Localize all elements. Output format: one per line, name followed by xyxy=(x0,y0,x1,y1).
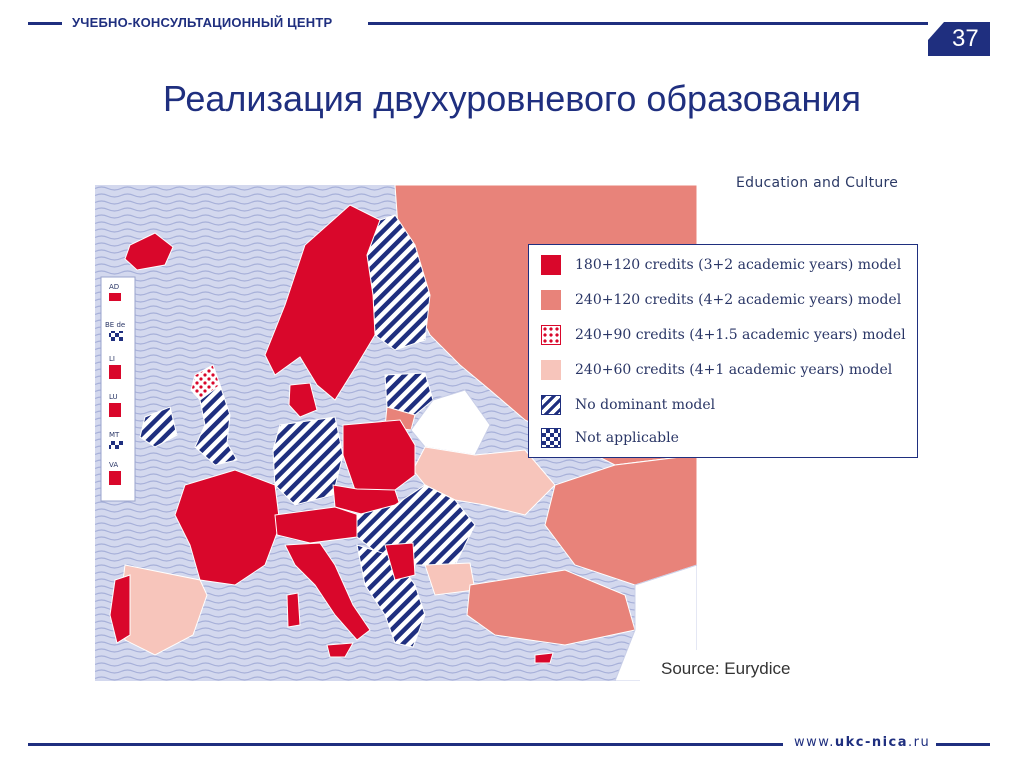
inset-ad xyxy=(109,293,121,301)
legend-swatch xyxy=(541,325,561,345)
legend-item: No dominant model xyxy=(541,394,715,416)
inset-label-mt: MT xyxy=(109,431,120,439)
region-scotland xyxy=(190,364,221,401)
footer-url-suffix: .ru xyxy=(908,735,931,750)
footer-rule-left xyxy=(28,743,783,746)
region-serbia xyxy=(384,542,416,581)
inset-panel xyxy=(100,276,136,502)
legend-label: 240+60 credits (4+1 academic years) mode… xyxy=(575,362,893,378)
legend-label: No dominant model xyxy=(575,397,716,413)
slide-title: Реализация двухуровневого образования xyxy=(162,78,862,119)
region-turkey xyxy=(466,569,636,646)
inset-label-be: BE de xyxy=(105,321,125,329)
legend-swatch xyxy=(541,428,561,448)
center-name: УЧЕБНО-КОНСУЛЬТАЦИОННЫЙ ЦЕНТР xyxy=(72,15,333,30)
region-denmark xyxy=(288,382,318,418)
footer-url-prefix: www. xyxy=(794,735,835,750)
legend-label: 180+120 credits (3+2 academic years) mod… xyxy=(575,257,902,273)
legend-swatch xyxy=(541,360,561,380)
inset-label-li: LI xyxy=(109,355,115,363)
region-scandinavia xyxy=(264,204,381,401)
inset-label-lu: LU xyxy=(109,393,118,401)
inset-label-va: VA xyxy=(109,461,118,469)
legend-swatch xyxy=(541,255,561,275)
legend-item: 180+120 credits (3+2 academic years) mod… xyxy=(541,254,901,276)
region-iceland xyxy=(124,232,174,271)
legend-label: Not applicable xyxy=(575,430,679,446)
region-ireland xyxy=(139,406,178,448)
region-cyprus xyxy=(534,652,554,664)
inset-li xyxy=(109,365,121,379)
inset-mt xyxy=(109,441,123,449)
header-rule-left xyxy=(28,22,62,25)
region-poland xyxy=(342,419,416,491)
inset-label-ad: AD xyxy=(109,283,119,291)
footer-rule-right xyxy=(936,743,990,746)
region-france xyxy=(174,469,281,586)
region-uk xyxy=(194,384,238,466)
region-italy xyxy=(284,542,371,641)
inset-be xyxy=(109,331,123,341)
legend-label: 240+90 credits (4+1.5 academic years) mo… xyxy=(575,327,906,343)
region-baltics xyxy=(384,372,434,416)
footer-url-domain: ukc-nica xyxy=(834,735,909,750)
map-legend: 180+120 credits (3+2 academic years) mod… xyxy=(528,244,918,458)
legend-item: 240+120 credits (4+2 academic years) mod… xyxy=(541,289,901,311)
legend-item: 240+90 credits (4+1.5 academic years) mo… xyxy=(541,324,906,346)
region-sicily xyxy=(326,642,354,658)
source-label: Source: Eurydice xyxy=(661,659,791,678)
source-strip xyxy=(640,650,926,686)
legend-label: 240+120 credits (4+2 academic years) mod… xyxy=(575,292,902,308)
publisher-label: Education and Culture xyxy=(736,175,899,191)
legend-item: Not applicable xyxy=(541,427,679,449)
region-sardinia xyxy=(286,592,301,628)
page-number: 37 xyxy=(952,25,979,52)
legend-swatch xyxy=(541,290,561,310)
legend-swatch xyxy=(541,395,561,415)
legend-item: 240+60 credits (4+1 academic years) mode… xyxy=(541,359,892,381)
region-ukraine xyxy=(412,446,556,516)
inset-lu xyxy=(109,403,121,417)
footer-url[interactable]: www.ukc-nica.ru xyxy=(794,735,930,750)
header-rule-right xyxy=(368,22,928,25)
inset-va xyxy=(109,471,121,485)
region-germany xyxy=(272,416,344,506)
region-portugal xyxy=(109,574,131,644)
